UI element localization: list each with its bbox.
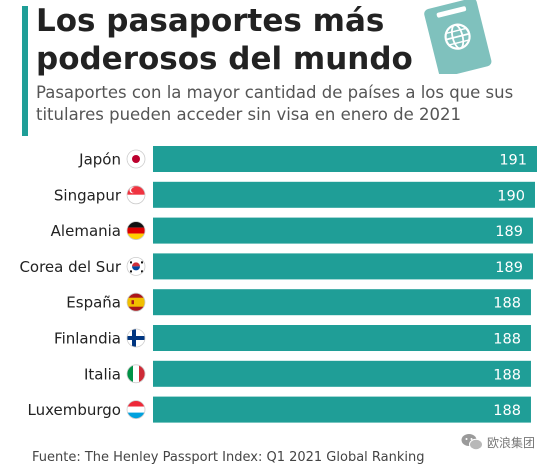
page-subtitle: Pasaportes con la mayor cantidad de país… (36, 83, 514, 124)
japan-flag-icon (126, 149, 146, 169)
bar-value-label: 189 (495, 260, 523, 276)
bar-corea-del-sur (153, 253, 533, 280)
passport-icon (424, 0, 492, 74)
finland-flag-icon (126, 328, 146, 348)
bar-value-label: 189 (495, 224, 523, 240)
title-accent-bar (22, 6, 28, 136)
bar-alemania (153, 217, 533, 244)
bar-finlandia (153, 325, 531, 351)
bar-value-label: 188 (493, 367, 521, 383)
bar-value-label: 188 (493, 403, 521, 419)
singapore-flag-icon (126, 185, 146, 205)
category-label-corea-del-sur: Corea del Sur (19, 258, 121, 276)
bar-value-label: 188 (493, 332, 521, 348)
category-label-singapur: Singapur (54, 186, 122, 204)
spain-flag-icon (126, 292, 146, 312)
category-label-italia: Italia (84, 365, 121, 383)
germany-flag-icon (126, 221, 146, 241)
bar-value-label: 190 (497, 188, 525, 204)
watermark-text: 欧浪集团 (487, 436, 536, 450)
bar-espana (153, 289, 531, 316)
category-label-finlandia: Finlandia (54, 330, 121, 348)
bar-value-label: 191 (499, 153, 527, 169)
category-label-luxemburgo: Luxemburgo (28, 401, 122, 419)
bar-singapur (153, 181, 535, 208)
luxembourg-flag-icon (126, 400, 146, 420)
south-korea-flag-icon (126, 256, 146, 276)
bar-chart: 191 Japón 190 Singapur 189 Alemania 189 Corea d… (19, 146, 537, 423)
wechat-icon (461, 434, 483, 451)
page-title: Los pasaportes más poderosos del mundo (36, 3, 413, 77)
bar-japon (153, 146, 537, 172)
bar-value-label: 188 (493, 296, 521, 312)
category-label-japon: Japón (78, 151, 121, 169)
category-label-espana: España (66, 294, 121, 312)
bar-italia (153, 360, 531, 387)
source-note: Fuente: The Henley Passport Index: Q1 20… (32, 450, 425, 465)
italy-flag-icon (126, 364, 146, 384)
category-label-alemania: Alemania (51, 222, 121, 240)
bar-luxemburgo (153, 396, 531, 423)
